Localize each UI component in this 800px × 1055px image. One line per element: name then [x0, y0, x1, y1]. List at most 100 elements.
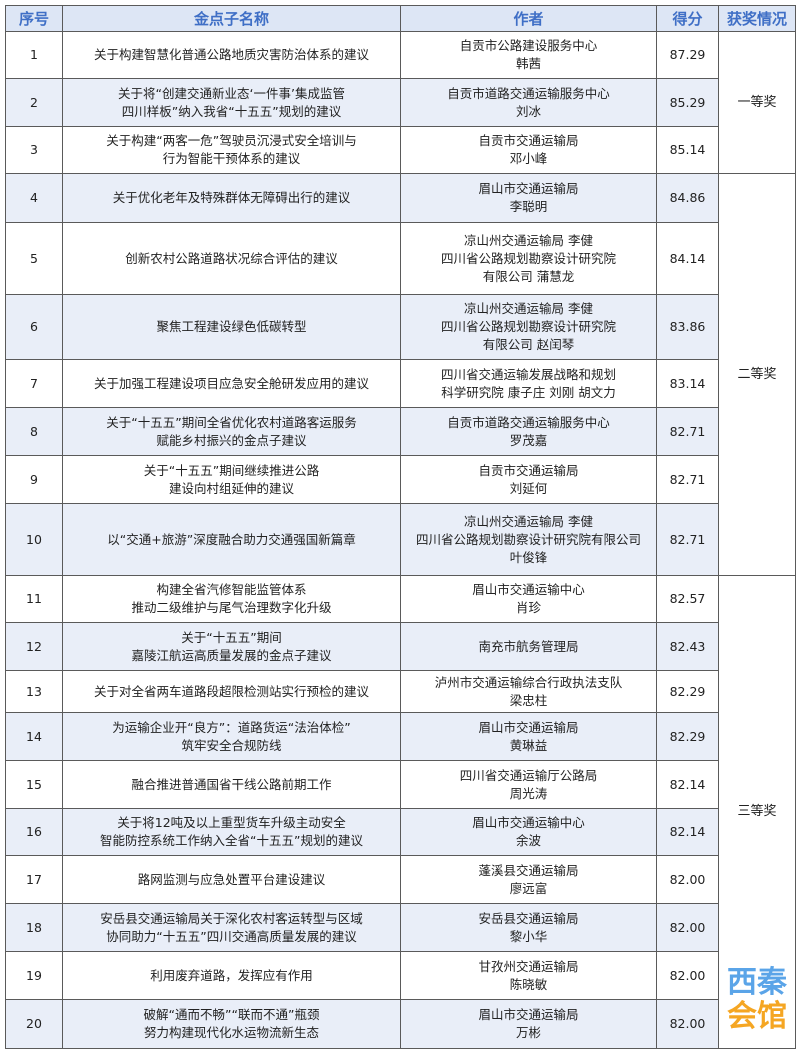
idea-title-line: 协同助力“十五五”四川交通高质量发展的建议: [106, 928, 357, 944]
author: 凉山州交通运输局 李健 四川省公路规划勘察设计研究院 有限公司 蒲慧龙: [400, 222, 657, 295]
author: 眉山市交通运输中心 肖珍: [400, 575, 657, 623]
author-line: 眉山市交通运输中心: [472, 815, 585, 830]
idea-title-line: 行为智能干预体系的建议: [162, 151, 301, 166]
author: 自贡市交通运输局 邓小峰: [400, 126, 657, 174]
table-row: 1 关于构建智慧化普通公路地质灾害防治体系的建议 自贡市公路建设服务中心 韩茜 87.2…: [5, 31, 796, 174]
author-line: 凉山州交通运输局 李健: [464, 301, 593, 316]
row-index: 16: [5, 808, 63, 856]
idea-title-line: 利用废弃道路，发挥应有作用: [150, 967, 313, 983]
row-index: 19: [5, 951, 63, 1000]
row-index: 10: [5, 503, 63, 576]
idea-title-line: 创新农村公路道路状况综合评估的建议: [125, 250, 338, 266]
author: 南充市航务管理局: [400, 622, 657, 671]
score: 82.43: [656, 622, 719, 671]
row-index: 7: [5, 359, 63, 408]
idea-title: 关于将12吨及以上重型货车升级主动安全 智能防控系统工作纳入全省“十五五”规划的建…: [62, 808, 401, 856]
author: 凉山州交通运输局 李健四川省公路规划勘察设计研究院 有限公司 赵闰琴: [400, 294, 657, 360]
header-score: 得分: [656, 5, 719, 32]
author: 眉山市交通运输中心 余波: [400, 808, 657, 856]
idea-title-line: 构建全省汽修智能监管体系: [156, 582, 307, 597]
author-line: 四川省公路规划勘察设计研究院有限公司: [415, 531, 641, 547]
author: 凉山州交通运输局 李健四川省公路规划勘察设计研究院有限公司 叶俊锋: [400, 503, 657, 576]
idea-title: 融合推进普通国省干线公路前期工作: [62, 760, 401, 809]
author: 四川省交通运输发展战略和规划 科学研究院 康子庄 刘刚 胡文力: [400, 359, 657, 408]
author-line: 韩茜: [515, 56, 541, 71]
author-line: 刘冰: [515, 103, 541, 119]
row-index: 14: [5, 712, 63, 761]
author: 自贡市交通运输局 刘延何: [400, 455, 657, 504]
idea-title-line: 以“交通+旅游”深度融合助力交通强国新篇章: [107, 531, 356, 547]
author: 自贡市道路交通运输服务中心 罗茂嘉: [400, 407, 657, 456]
idea-title: 关于对全省两车道路段超限检测站实行预检的建议: [62, 670, 401, 713]
idea-title-line: 关于构建智慧化普通公路地质灾害防治体系的建议: [93, 47, 369, 62]
watermark-part2: 会馆: [727, 999, 787, 1034]
author-line: 自贡市公路建设服务中心: [459, 38, 598, 53]
watermark-part1: 西秦: [727, 965, 787, 1000]
author-line: 自贡市交通运输局: [478, 462, 579, 478]
author-line: 周光涛: [509, 785, 548, 801]
score: 82.71: [656, 503, 719, 576]
score: 82.00: [656, 999, 719, 1049]
author-line: 自贡市道路交通运输服务中心: [447, 414, 610, 430]
score: 84.14: [656, 222, 719, 295]
author-line: 黄琳益: [509, 737, 548, 753]
idea-title: 关于“十五五”期间全省优化农村道路客运服务 赋能乡村振兴的金点子建议: [62, 407, 401, 456]
award-level: 二等奖: [718, 173, 796, 576]
row-index: 18: [5, 903, 63, 952]
table-row: 9 关于“十五五”期间继续推进公路 建设向村组延伸的建议 自贡市交通运输局 刘延何 82.…: [5, 455, 796, 504]
author-line: 梁忠柱: [509, 692, 548, 708]
idea-title: 关于“十五五”期间 嘉陵江航运高质量发展的金点子建议: [62, 622, 401, 671]
table-row: 17 路网监测与应急处置平台建设建议 蓬溪县交通运输局 廖远富 82.00: [5, 855, 796, 904]
author-line: 安岳县交通运输局: [478, 910, 579, 926]
author-line: 余波: [515, 833, 541, 848]
idea-title-line: 关于“十五五”期间: [181, 629, 282, 645]
idea-title-line: 安岳县交通运输局关于深化农村客运转型与区域: [100, 910, 363, 926]
row-index: 9: [5, 455, 63, 504]
author: 蓬溪县交通运输局 廖远富: [400, 855, 657, 904]
author-line: 南充市航务管理局: [478, 638, 579, 654]
idea-title-line: 努力构建现代化水运物流新生态: [143, 1025, 319, 1040]
idea-title: 以“交通+旅游”深度融合助力交通强国新篇章: [62, 503, 401, 576]
author-line: 廖远富: [509, 880, 548, 896]
idea-title: 关于加强工程建设项目应急安全舱研发应用的建议: [62, 359, 401, 408]
idea-title: 关于构建智慧化普通公路地质灾害防治体系的建议: [62, 31, 401, 79]
author: 自贡市公路建设服务中心 韩茜: [400, 31, 657, 79]
author-line: 凉山州交通运输局 李健: [464, 513, 593, 529]
author-line: 陈晓敏: [509, 976, 548, 992]
author-line: 四川省公路规划勘察设计研究院: [440, 319, 616, 334]
row-index: 15: [5, 760, 63, 809]
idea-title: 安岳县交通运输局关于深化农村客运转型与区域 协同助力“十五五”四川交通高质量发展的…: [62, 903, 401, 952]
idea-title: 路网监测与应急处置平台建设建议: [62, 855, 401, 904]
score: 82.29: [656, 670, 719, 713]
row-index: 6: [5, 294, 63, 360]
table-row: 5 创新农村公路道路状况综合评估的建议 凉山州交通运输局 李健 四川省公路规划勘察设计…: [5, 222, 796, 295]
author-line: 有限公司 赵闰琴: [482, 337, 575, 352]
row-index: 12: [5, 622, 63, 671]
idea-title: 破解“通而不畅”“联而不通”瓶颈 努力构建现代化水运物流新生态: [62, 999, 401, 1049]
row-index: 17: [5, 855, 63, 904]
author-line: 叶俊锋: [509, 549, 548, 565]
author: 甘孜州交通运输局 陈晓敏: [400, 951, 657, 1000]
author-line: 科学研究院 康子庄 刘刚 胡文力: [441, 384, 616, 400]
score: 82.57: [656, 575, 719, 623]
idea-title: 关于构建“两客一危”驾驶员沉浸式安全培训与 行为智能干预体系的建议: [62, 126, 401, 174]
idea-title-line: 智能防控系统工作纳入全省“十五五”规划的建议: [100, 833, 363, 848]
table-row: 7 关于加强工程建设项目应急安全舱研发应用的建议 四川省交通运输发展战略和规划 科学研…: [5, 359, 796, 408]
idea-title-line: 关于“十五五”期间全省优化农村道路客运服务: [106, 414, 357, 430]
author: 眉山市交通运输局 黄琳益: [400, 712, 657, 761]
award-level: 三等奖: [718, 575, 796, 1049]
table-row: 6 聚焦工程建设绿色低碳转型 凉山州交通运输局 李健 四川省公路规划勘察设计研究院 有限…: [5, 294, 796, 360]
table-row: 15 融合推进普通国省干线公路前期工作 四川省交通运输厅公路局 周光涛 82.14: [5, 760, 796, 809]
score: 85.14: [656, 126, 719, 174]
table-row: 4 关于优化老年及特殊群体无障碍出行的建议 眉山市交通运输局 李聪明 84.86 二等奖: [5, 173, 796, 576]
idea-title: 聚焦工程建设绿色低碳转型: [62, 294, 401, 360]
row-index: 5: [5, 222, 63, 295]
author-line: 四川省交通运输厅公路局: [459, 767, 598, 783]
author-line: 甘孜州交通运输局: [478, 958, 579, 974]
table-row: 13 关于对全省两车道路段超限检测站实行预检的建议 泸州市交通运输综合行政执法支队梁…: [5, 670, 796, 713]
author-line: 凉山州交通运输局 李健: [464, 232, 593, 248]
score: 82.00: [656, 855, 719, 904]
author-line: 肖珍: [515, 600, 541, 615]
row-index: 11: [5, 575, 63, 623]
author-line: 眉山市交通运输局: [478, 181, 579, 196]
